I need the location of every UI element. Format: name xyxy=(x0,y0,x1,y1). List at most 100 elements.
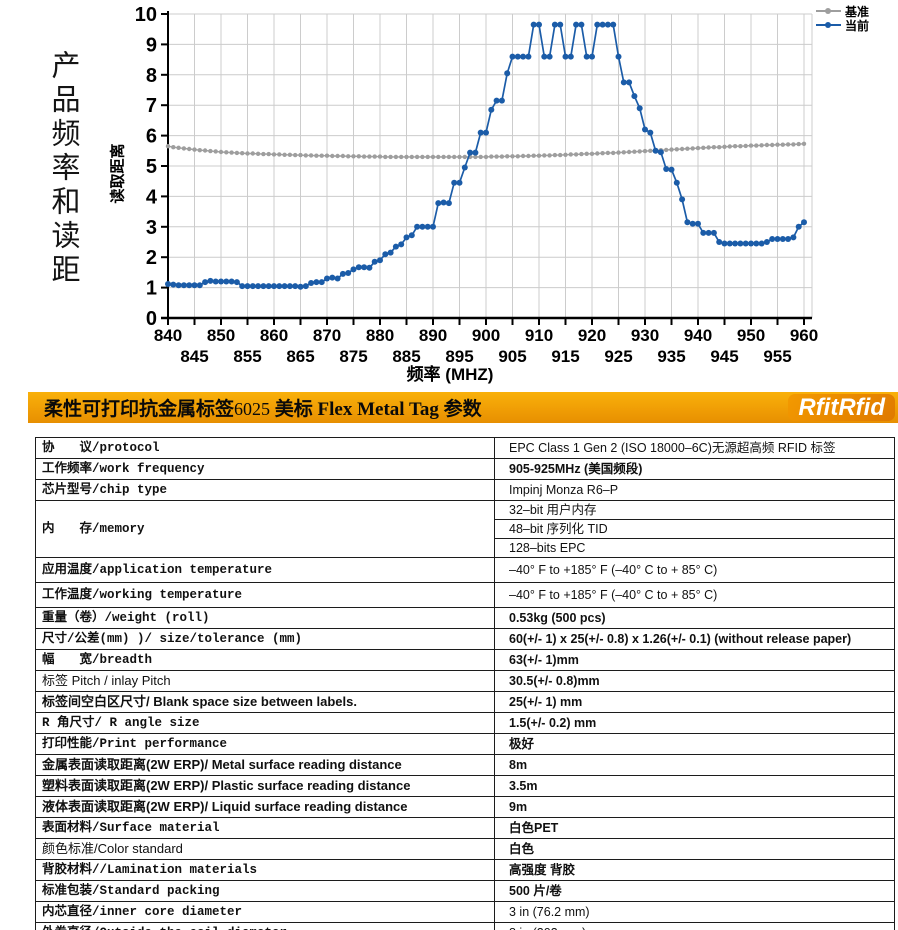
svg-text:9: 9 xyxy=(146,34,157,56)
legend-label: 基准 xyxy=(845,4,870,19)
table-row: 标签 Pitch / inlay Pitch 30.5(+/- 0.8)mm xyxy=(35,670,895,692)
spec-value: EPC Class 1 Gen 2 (ISO 18000–6C)无源超高频 RF… xyxy=(494,437,895,459)
table-row: 内 存/memory 32–bit 用户内存 xyxy=(35,500,895,558)
spec-value: 60(+/- 1) x 25(+/- 0.8) x 1.26(+/- 0.1) … xyxy=(494,628,895,650)
spec-label: 内芯直径/inner core diameter xyxy=(35,901,495,923)
spec-value: 0.53kg (500 pcs) xyxy=(494,607,895,629)
svg-text:905: 905 xyxy=(498,347,526,366)
spec-value: 9m xyxy=(494,796,895,818)
spec-label: 标签间空白区尺寸/ Blank space size between label… xyxy=(35,691,495,713)
spec-value: 3 in (76.2 mm) xyxy=(494,901,895,923)
spec-label: 打印性能/Print performance xyxy=(35,733,495,755)
spec-value: –40° F to +185° F (–40° C to + 85° C) xyxy=(494,557,895,583)
svg-text:850: 850 xyxy=(207,326,235,345)
table-row: 芯片型号/chip type Impinj Monza R6–P xyxy=(35,479,895,501)
svg-text:880: 880 xyxy=(366,326,394,345)
spec-value: 32–bit 用户内存 xyxy=(494,500,895,520)
spec-value: 极好 xyxy=(494,733,895,755)
spec-label: 液体表面读取距离(2W ERP)/ Liquid surface reading… xyxy=(35,796,495,818)
table-row: 内芯直径/inner core diameter 3 in (76.2 mm) xyxy=(35,901,895,923)
spec-value: 500 片/卷 xyxy=(494,880,895,902)
spec-table: 协 议/protocol EPC Class 1 Gen 2 (ISO 18000… xyxy=(35,437,895,930)
spec-value: 30.5(+/- 0.8)mm xyxy=(494,670,895,692)
spec-value: 63(+/- 1)mm xyxy=(494,649,895,671)
spec-value: 高强度 背胶 xyxy=(494,859,895,881)
spec-value: 8m xyxy=(494,754,895,776)
table-row: 金属表面读取距离(2W ERP)/ Metal surface reading … xyxy=(35,754,895,776)
table-row: 幅 宽/breadth 63(+/- 1)mm xyxy=(35,649,895,671)
svg-text:3: 3 xyxy=(146,217,157,239)
spec-label: 幅 宽/breadth xyxy=(35,649,495,671)
chart-legend: 基准 当前 xyxy=(816,4,870,33)
svg-text:860: 860 xyxy=(260,326,288,345)
spec-label: 工作频率/work frequency xyxy=(35,458,495,480)
table-row: 标准包装/Standard packing 500 片/卷 xyxy=(35,880,895,902)
spec-label: 背胶材料//Lamination materials xyxy=(35,859,495,881)
svg-text:865: 865 xyxy=(286,347,314,366)
spec-value: 1.5(+/- 0.2) mm xyxy=(494,712,895,734)
svg-text:925: 925 xyxy=(604,347,632,366)
svg-text:885: 885 xyxy=(392,347,420,366)
svg-text:1: 1 xyxy=(146,278,157,300)
svg-text:910: 910 xyxy=(525,326,553,345)
spec-label: 外卷直径/Outside the coil diameter xyxy=(35,922,495,930)
banner-title-rest: 美标 Flex Metal Tag 参数 xyxy=(270,399,482,420)
svg-text:945: 945 xyxy=(710,347,738,366)
legend-label: 当前 xyxy=(845,18,870,33)
table-row: 塑料表面读取距离(2W ERP)/ Plastic surface readin… xyxy=(35,775,895,797)
svg-text:7: 7 xyxy=(146,95,157,117)
svg-text:960: 960 xyxy=(790,326,818,345)
svg-text:950: 950 xyxy=(737,326,765,345)
rfid-logo: RfitRfid xyxy=(788,394,895,421)
spec-table-body: 协 议/protocol EPC Class 1 Gen 2 (ISO 18000… xyxy=(35,437,895,930)
x-axis-title: 频率 (MHZ) xyxy=(406,365,494,384)
svg-text:0: 0 xyxy=(146,308,157,330)
spec-label: 标准包装/Standard packing xyxy=(35,880,495,902)
legend-item-baseline: 基准 xyxy=(816,4,870,19)
spec-value: 白色 xyxy=(494,838,895,860)
svg-text:920: 920 xyxy=(578,326,606,345)
table-row: 液体表面读取距离(2W ERP)/ Liquid surface reading… xyxy=(35,796,895,818)
spec-value: 128–bits EPC xyxy=(494,538,895,558)
table-row: 表面材料/Surface material 白色PET xyxy=(35,817,895,839)
svg-text:940: 940 xyxy=(684,326,712,345)
current-line-marker-icon xyxy=(816,22,841,28)
svg-text:915: 915 xyxy=(551,347,579,366)
table-row: 协 议/protocol EPC Class 1 Gen 2 (ISO 18000… xyxy=(35,437,895,459)
svg-text:845: 845 xyxy=(180,347,208,366)
spec-label: 尺寸/公差(mm) )/ size/tolerance (mm) xyxy=(35,628,495,650)
spec-label: 表面材料/Surface material xyxy=(35,817,495,839)
table-row: 背胶材料//Lamination materials 高强度 背胶 xyxy=(35,859,895,881)
svg-text:930: 930 xyxy=(631,326,659,345)
spec-label: 协 议/protocol xyxy=(35,437,495,459)
svg-text:895: 895 xyxy=(445,347,473,366)
svg-text:5: 5 xyxy=(146,156,157,178)
spec-value: Impinj Monza R6–P xyxy=(494,479,895,501)
svg-text:855: 855 xyxy=(233,347,261,366)
banner-title: 柔性可打印抗金属标签6025 美标 Flex Metal Tag 参数 xyxy=(28,394,482,421)
spec-label: 内 存/memory xyxy=(35,500,495,558)
svg-text:2: 2 xyxy=(146,247,157,269)
y-axis-title: 读取距离 xyxy=(109,143,127,204)
spec-label: 标签 Pitch / inlay Pitch xyxy=(35,670,495,692)
table-row: 应用温度/application temperature –40° F to +1… xyxy=(35,557,895,583)
spec-value: 白色PET xyxy=(494,817,895,839)
svg-text:900: 900 xyxy=(472,326,500,345)
baseline-line-marker-icon xyxy=(816,8,841,14)
table-row: R 角尺寸/ R angle size 1.5(+/- 0.2) mm xyxy=(35,712,895,734)
table-row: 打印性能/Print performance 极好 xyxy=(35,733,895,755)
spec-value: 48–bit 序列化 TID xyxy=(494,519,895,539)
table-row: 外卷直径/Outside the coil diameter8 in (203 … xyxy=(35,922,895,930)
spec-value: 905-925MHz (美国频段) xyxy=(494,458,895,480)
frequency-read-distance-chart: 0 1 2 3 4 5 6 7 8 9 10 840 850 860 870 880 890 900 910 920 9… xyxy=(0,0,898,392)
svg-text:4: 4 xyxy=(146,186,158,208)
table-row: 工作频率/work frequency 905-925MHz (美国频段) xyxy=(35,458,895,480)
svg-text:840: 840 xyxy=(154,326,182,345)
spec-value: 25(+/- 1) mm xyxy=(494,691,895,713)
spec-label: 应用温度/application temperature xyxy=(35,557,495,583)
spec-label: 颜色标准/Color standard xyxy=(35,838,495,860)
spec-label: 芯片型号/chip type xyxy=(35,479,495,501)
spec-value: –40° F to +185° F (–40° C to + 85° C) xyxy=(494,582,895,608)
